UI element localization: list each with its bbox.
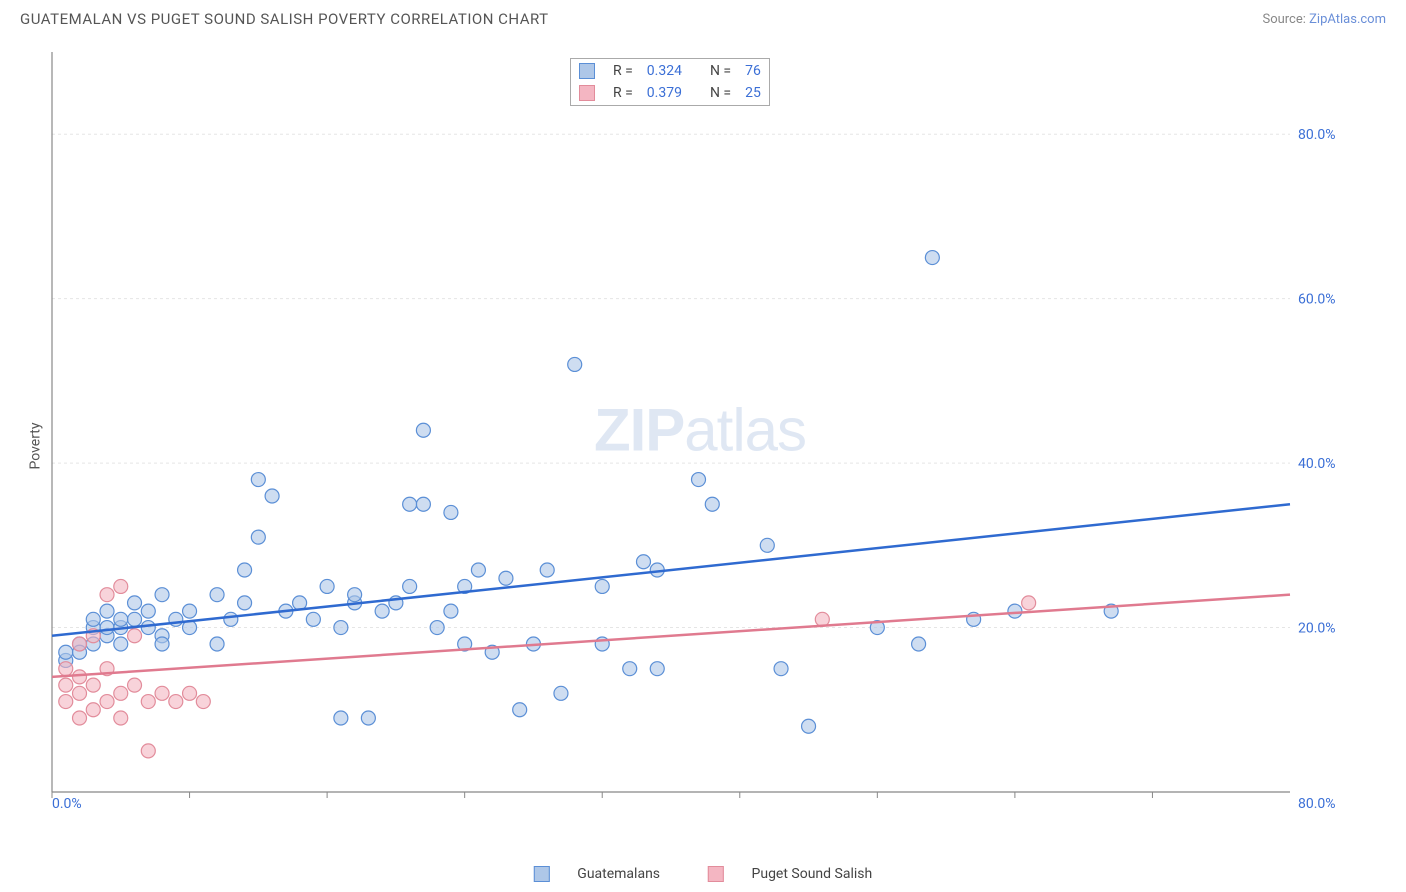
x-tick-label: 80.0% — [1298, 796, 1336, 810]
n-label: N = — [704, 83, 737, 103]
r-value: 0.379 — [641, 83, 688, 103]
legend-item: Guatemalans — [522, 866, 672, 882]
y-tick-label: 60.0% — [1298, 292, 1336, 308]
legend-swatch — [534, 866, 550, 882]
scatter-chart-svg: 20.0% 40.0% 60.0% 80.0% 0.0% 80.0% — [50, 50, 1350, 810]
scatter-series — [59, 251, 1118, 734]
y-axis-label: Poverty — [28, 422, 44, 469]
legend-swatch — [579, 63, 595, 79]
source-attribution: Source: ZipAtlas.com — [1262, 12, 1386, 27]
legend-item: Puget Sound Salish — [696, 866, 884, 882]
legend-label: Puget Sound Salish — [752, 866, 873, 882]
chart-title: GUATEMALAN VS PUGET SOUND SALISH POVERTY… — [20, 10, 549, 28]
r-value: 0.324 — [641, 61, 688, 81]
r-label: R = — [607, 61, 639, 81]
legend-label: Guatemalans — [577, 866, 660, 882]
legend-swatch — [708, 866, 724, 882]
y-tick-label: 40.0% — [1298, 456, 1336, 472]
x-tick-label: 0.0% — [52, 796, 82, 810]
y-tick-label: 20.0% — [1298, 621, 1336, 637]
r-label: R = — [607, 83, 639, 103]
n-label: N = — [704, 61, 737, 81]
y-tick-label: 80.0% — [1298, 127, 1336, 143]
source-link[interactable]: ZipAtlas.com — [1309, 12, 1386, 27]
source-label: Source: — [1262, 12, 1309, 27]
n-value: 25 — [739, 83, 767, 103]
legend-swatch — [579, 85, 595, 101]
trend-line — [52, 595, 1290, 677]
scatter-series — [59, 579, 1036, 757]
n-value: 76 — [739, 61, 767, 81]
stats-legend-row: R =0.379 N =25 — [573, 83, 767, 103]
series-legend: Guatemalans Puget Sound Salish — [510, 866, 896, 882]
chart-plot-area: 20.0%40.0%60.0%80.0%0.0%80.0% ZIPatlas R… — [50, 50, 1350, 810]
stats-legend-row: R =0.324 N =76 — [573, 61, 767, 81]
correlation-stats-legend: R =0.324 N =76 R =0.379 N =25 — [570, 58, 770, 107]
